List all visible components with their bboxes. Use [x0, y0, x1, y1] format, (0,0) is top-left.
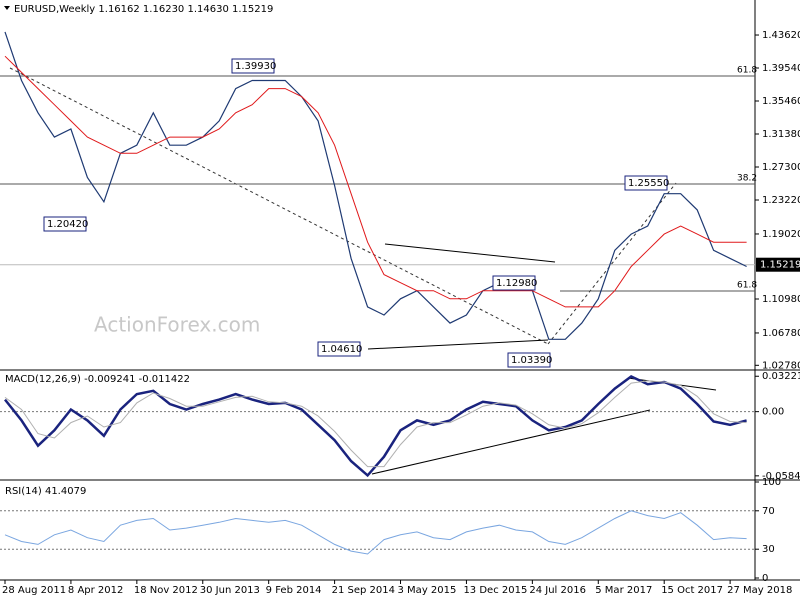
y-tick-label: 30: [762, 544, 775, 555]
x-tick-label: 28 Aug 2011: [2, 585, 66, 596]
x-tick-label: 5 Mar 2017: [595, 585, 652, 596]
trend-line: [367, 339, 549, 350]
y-tick-label: 0.00: [762, 407, 784, 418]
price-label: 1.04610: [321, 344, 362, 355]
trend-line: [371, 409, 651, 475]
y-tick-label: 0.032215: [762, 371, 800, 382]
price-label-box: [43, 216, 87, 232]
series-line: [4, 510, 747, 555]
y-tick-label: 1.02780: [762, 360, 800, 371]
header: EURUSD,Weekly 1.16162 1.16230 1.14630 1.…: [14, 4, 273, 15]
y-tick-label: 0: [762, 573, 768, 584]
y-tick-label: 70: [762, 506, 775, 517]
price-label: 1.12980: [496, 278, 537, 289]
x-tick-label: 24 Jul 2016: [529, 585, 586, 596]
x-tick-label: 8 Apr 2012: [68, 585, 123, 596]
y-tick-label: 1.31380: [762, 129, 800, 140]
price-label: 1.20420: [47, 219, 88, 230]
y-tick-label: 1.23220: [762, 195, 800, 206]
menu-arrow: [4, 6, 10, 10]
fib-label: 61.8: [737, 280, 757, 290]
x-tick-label: 13 Dec 2015: [463, 585, 527, 596]
y-tick-label: 1.10980: [762, 294, 800, 305]
x-tick-label: 15 Oct 2017: [661, 585, 723, 596]
price-label-box: [317, 341, 361, 357]
series-line: [4, 380, 747, 468]
y-tick-label: 1.43620: [762, 30, 800, 41]
x-tick-label: 30 Jun 2013: [200, 585, 260, 596]
series-line: [4, 55, 747, 308]
series-line: [4, 375, 747, 478]
y-tick-label: 1.19020: [762, 229, 800, 240]
trend-line: [9, 67, 549, 345]
trend-line: [547, 182, 677, 345]
series-line: [4, 31, 747, 340]
x-tick-label: 18 Nov 2012: [134, 585, 198, 596]
y-tick-label: 100: [762, 477, 781, 488]
x-tick-label: 3 May 2015: [398, 585, 457, 596]
y-tick-label: 1.06780: [762, 328, 800, 339]
price-label-box: [507, 352, 551, 368]
price-label: 1.03390: [511, 355, 552, 366]
price-label-box: [231, 58, 275, 74]
trend-line: [384, 243, 556, 263]
panel-title: MACD(12,26,9) -0.009241 -0.011422: [5, 374, 190, 385]
y-tick-label: 1.27300: [762, 162, 800, 173]
last-price-box: [756, 257, 800, 272]
y-tick-label: -0.058413: [762, 471, 800, 482]
panel-title: RSI(14) 41.4079: [5, 486, 86, 497]
price-label: 1.39930: [235, 61, 276, 72]
fib-label: 38.2: [737, 173, 757, 183]
fib-label: 61.8: [737, 66, 757, 76]
last-price-label: 1.15219: [760, 260, 800, 271]
x-tick-label: 9 Feb 2014: [266, 585, 322, 596]
price-label-box: [624, 175, 668, 191]
y-tick-label: 1.35460: [762, 96, 800, 107]
x-tick-label: 21 Sep 2014: [332, 585, 395, 596]
x-tick-label: 27 May 2018: [727, 585, 792, 596]
price-label: 1.25550: [628, 178, 669, 189]
y-tick-label: 1.39540: [762, 63, 800, 74]
watermark: ActionForex.com: [94, 313, 260, 337]
price-label-box: [492, 275, 536, 291]
